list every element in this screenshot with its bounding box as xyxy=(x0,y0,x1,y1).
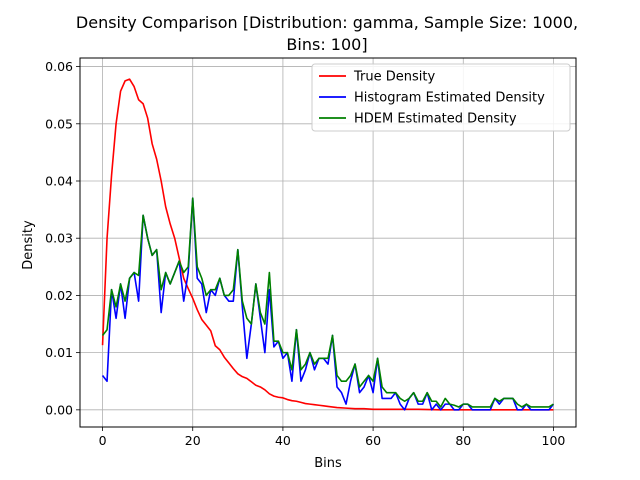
x-tick-label-4: 80 xyxy=(455,433,471,448)
axis-ticks: 0 20 40 60 80 100 0.00 0.01 0.02 0.03 0.04 0.05 0.06 xyxy=(45,59,565,448)
y-tick-label-6: 0.06 xyxy=(45,59,73,74)
chart-title-line-2: Bins: 100] xyxy=(286,35,367,54)
y-tick-label-4: 0.04 xyxy=(45,174,73,189)
series-line-true-density xyxy=(101,78,554,411)
y-tick-label-5: 0.05 xyxy=(45,116,73,131)
x-axis-label: Bins xyxy=(314,456,342,471)
plot-frame xyxy=(79,57,577,428)
chart-title: Density Comparison [Distribution: gamma,… xyxy=(76,13,578,54)
legend-box xyxy=(311,63,571,132)
legend-label-histogram-estimated-density: Histogram Estimated Density xyxy=(354,91,545,106)
x-tick-label-0: 0 xyxy=(99,433,107,448)
series-lines xyxy=(101,78,555,411)
x-tick-label-2: 40 xyxy=(275,433,291,448)
legend-label-true-density: True Density xyxy=(353,70,435,85)
x-tick-label-5: 100 xyxy=(542,433,566,448)
y-tick-label-0: 0.00 xyxy=(45,402,73,417)
legend-label-hdem-estimated-density: HDEM Estimated Density xyxy=(354,112,517,127)
y-tick-label-1: 0.01 xyxy=(45,345,73,360)
x-tick-label-1: 20 xyxy=(185,433,201,448)
y-tick-label-2: 0.02 xyxy=(45,288,73,303)
chart-title-line-1: Density Comparison [Distribution: gamma,… xyxy=(76,13,578,32)
y-tick-label-3: 0.03 xyxy=(45,231,73,246)
series-line-histogram-estimated-density xyxy=(101,197,555,411)
legend: True Density Histogram Estimated Density H… xyxy=(311,63,571,132)
y-axis-label: Density xyxy=(21,220,36,270)
x-tick-label-3: 60 xyxy=(365,433,381,448)
series-line-hdem-estimated-density xyxy=(101,197,554,408)
